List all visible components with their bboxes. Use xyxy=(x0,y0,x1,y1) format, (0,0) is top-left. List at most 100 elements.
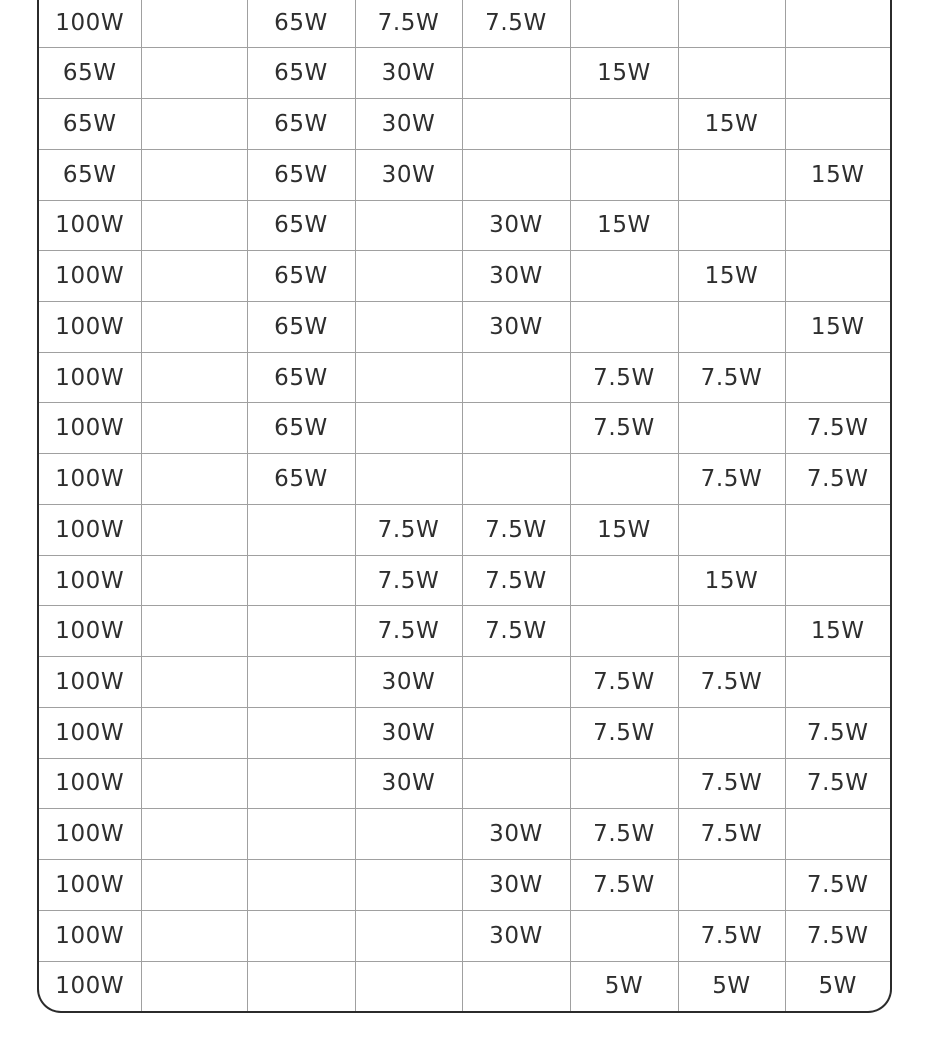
table-row: 100W 30W 7.5W 7.5W xyxy=(39,808,890,861)
power-value-cell: 100W xyxy=(39,554,142,607)
empty-cell xyxy=(140,98,248,150)
power-value-cell: 100W xyxy=(39,0,142,49)
empty-cell xyxy=(461,656,571,708)
empty-cell xyxy=(140,554,248,607)
power-value-cell: 15W xyxy=(569,199,679,252)
empty-cell xyxy=(784,0,890,49)
table-row: 65W 65W 30W 15W xyxy=(39,47,890,100)
empty-cell xyxy=(140,148,248,201)
empty-cell xyxy=(784,554,890,607)
power-value-cell: 100W xyxy=(39,453,142,505)
empty-cell xyxy=(569,554,679,607)
power-value-cell: 7.5W xyxy=(354,554,463,607)
power-value-cell: 15W xyxy=(569,503,679,556)
power-value-cell: 65W xyxy=(246,148,356,201)
power-value-cell: 15W xyxy=(677,554,786,607)
power-value-cell: 100W xyxy=(39,960,142,1011)
power-value-cell: 30W xyxy=(461,250,571,302)
empty-cell xyxy=(677,300,786,353)
power-value-cell: 7.5W xyxy=(569,402,679,455)
power-value-cell: 65W xyxy=(39,98,142,150)
empty-cell xyxy=(461,98,571,150)
power-value-cell: 7.5W xyxy=(677,757,786,810)
table-row: 100W 30W 7.5W 7.5W xyxy=(39,656,890,708)
power-distribution-table: 100W 65W 7.5W 7.5W 65W 65W 30W 15W 65W 65W 30W 15W 6… xyxy=(37,0,892,1013)
table-row: 100W 30W 7.5W 7.5W xyxy=(39,706,890,759)
empty-cell xyxy=(354,960,463,1011)
empty-cell xyxy=(246,605,356,658)
table-row: 100W 65W 7.5W 7.5W xyxy=(39,0,890,49)
power-value-cell: 7.5W xyxy=(784,757,890,810)
empty-cell xyxy=(140,453,248,505)
empty-cell xyxy=(677,706,786,759)
empty-cell xyxy=(246,503,356,556)
power-value-cell: 30W xyxy=(354,656,463,708)
power-value-cell: 7.5W xyxy=(784,859,890,911)
empty-cell xyxy=(246,757,356,810)
empty-cell xyxy=(246,808,356,861)
empty-cell xyxy=(140,706,248,759)
empty-cell xyxy=(784,199,890,252)
power-value-cell: 30W xyxy=(354,757,463,810)
power-value-cell: 65W xyxy=(246,98,356,150)
empty-cell xyxy=(140,47,248,100)
power-value-cell: 65W xyxy=(246,351,356,404)
power-value-cell: 100W xyxy=(39,909,142,962)
empty-cell xyxy=(461,47,571,100)
table-row: 100W 7.5W 7.5W 15W xyxy=(39,554,890,607)
power-table: 100W 65W 7.5W 7.5W 65W 65W 30W 15W 65W 65W 30W 15W 6… xyxy=(39,0,890,1011)
empty-cell xyxy=(784,47,890,100)
empty-cell xyxy=(246,909,356,962)
empty-cell xyxy=(569,453,679,505)
empty-cell xyxy=(784,656,890,708)
empty-cell xyxy=(461,351,571,404)
empty-cell xyxy=(569,909,679,962)
empty-cell xyxy=(461,757,571,810)
power-value-cell: 30W xyxy=(461,199,571,252)
empty-cell xyxy=(784,98,890,150)
empty-cell xyxy=(784,351,890,404)
power-value-cell: 7.5W xyxy=(677,351,786,404)
empty-cell xyxy=(140,250,248,302)
table-row: 100W 65W 7.5W 7.5W xyxy=(39,351,890,404)
power-value-cell: 7.5W xyxy=(677,808,786,861)
empty-cell xyxy=(677,199,786,252)
empty-cell xyxy=(677,47,786,100)
power-value-cell: 100W xyxy=(39,757,142,810)
empty-cell xyxy=(246,656,356,708)
empty-cell xyxy=(140,960,248,1011)
empty-cell xyxy=(140,859,248,911)
empty-cell xyxy=(140,351,248,404)
empty-cell xyxy=(246,960,356,1011)
power-value-cell: 7.5W xyxy=(784,706,890,759)
table-row: 100W 30W 7.5W 7.5W xyxy=(39,909,890,962)
empty-cell xyxy=(140,909,248,962)
empty-cell xyxy=(246,859,356,911)
empty-cell xyxy=(140,656,248,708)
power-table-body: 100W 65W 7.5W 7.5W 65W 65W 30W 15W 65W 65W 30W 15W 6… xyxy=(39,0,890,1011)
empty-cell xyxy=(140,199,248,252)
empty-cell xyxy=(677,859,786,911)
empty-cell xyxy=(140,300,248,353)
power-value-cell: 65W xyxy=(246,300,356,353)
empty-cell xyxy=(140,757,248,810)
power-value-cell: 15W xyxy=(569,47,679,100)
empty-cell xyxy=(140,605,248,658)
power-value-cell: 30W xyxy=(461,300,571,353)
power-value-cell: 7.5W xyxy=(461,0,571,49)
power-value-cell: 7.5W xyxy=(784,402,890,455)
empty-cell xyxy=(354,199,463,252)
empty-cell xyxy=(569,250,679,302)
table-row: 65W 65W 30W 15W xyxy=(39,148,890,201)
power-value-cell: 65W xyxy=(39,47,142,100)
power-value-cell: 5W xyxy=(677,960,786,1011)
power-value-cell: 30W xyxy=(354,98,463,150)
empty-cell xyxy=(354,859,463,911)
table-row: 65W 65W 30W 15W xyxy=(39,98,890,150)
power-value-cell: 7.5W xyxy=(677,453,786,505)
power-value-cell: 100W xyxy=(39,351,142,404)
power-value-cell: 100W xyxy=(39,605,142,658)
power-value-cell: 65W xyxy=(246,250,356,302)
empty-cell xyxy=(569,0,679,49)
empty-cell xyxy=(140,503,248,556)
